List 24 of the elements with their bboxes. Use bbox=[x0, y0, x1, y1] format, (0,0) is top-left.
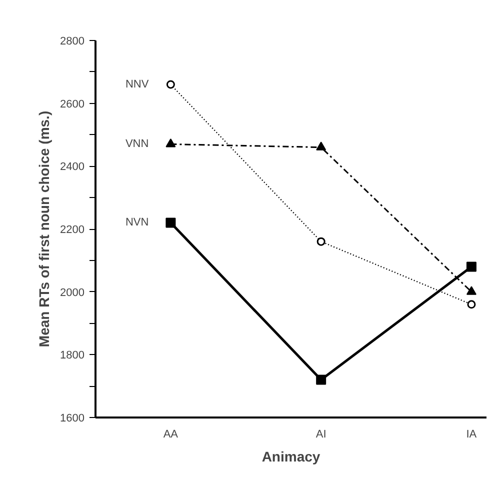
y-axis-title: Mean RTs of first noun choice (ms.) bbox=[36, 110, 52, 348]
x-axis-title: Animacy bbox=[262, 448, 320, 464]
y-tick-label: 1800 bbox=[60, 350, 85, 362]
point bbox=[166, 138, 176, 148]
point bbox=[166, 80, 175, 89]
series-label: VNN bbox=[125, 138, 149, 150]
point bbox=[316, 237, 326, 246]
y-tick-label: 2600 bbox=[60, 98, 85, 110]
y-tick-label: 2200 bbox=[60, 224, 85, 236]
point bbox=[467, 300, 476, 309]
y-tick-label: 1600 bbox=[60, 412, 85, 424]
y-tick-label: 2400 bbox=[60, 161, 85, 174]
x-tick-label: AI bbox=[316, 428, 326, 440]
point bbox=[466, 286, 476, 295]
point bbox=[316, 374, 326, 385]
point bbox=[316, 142, 326, 150]
y-tick-label: 2800 bbox=[60, 36, 85, 48]
point bbox=[466, 262, 476, 272]
series-label: NNV bbox=[125, 78, 150, 90]
y-tick-label: 2000 bbox=[60, 286, 85, 299]
x-tick-label: IA bbox=[466, 428, 478, 440]
series-label: NVN bbox=[125, 216, 149, 229]
x-tick-label: AA bbox=[163, 428, 179, 440]
point bbox=[166, 218, 176, 228]
